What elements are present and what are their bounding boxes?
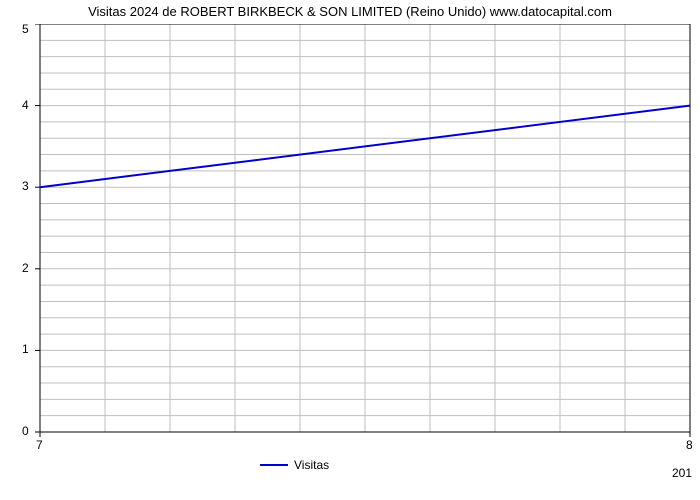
chart-title: Visitas 2024 de ROBERT BIRKBECK & SON LI…	[0, 4, 700, 19]
y-tick-label: 1	[22, 342, 29, 356]
y-tick-label: 5	[22, 22, 29, 36]
x-tick-label: 8	[686, 438, 693, 452]
plot-area	[40, 24, 690, 432]
y-tick-label: 3	[22, 179, 29, 193]
chart-container: Visitas 2024 de ROBERT BIRKBECK & SON LI…	[0, 0, 700, 500]
x-tick-label: 7	[36, 438, 43, 452]
footer-right-label: 201	[672, 466, 692, 480]
y-tick-label: 4	[22, 98, 29, 112]
y-tick-label: 2	[22, 261, 29, 275]
plot-svg	[34, 24, 691, 439]
legend: Visitas	[260, 458, 329, 472]
legend-line-swatch	[260, 464, 288, 466]
legend-label: Visitas	[294, 458, 329, 472]
y-tick-label: 0	[22, 424, 29, 438]
